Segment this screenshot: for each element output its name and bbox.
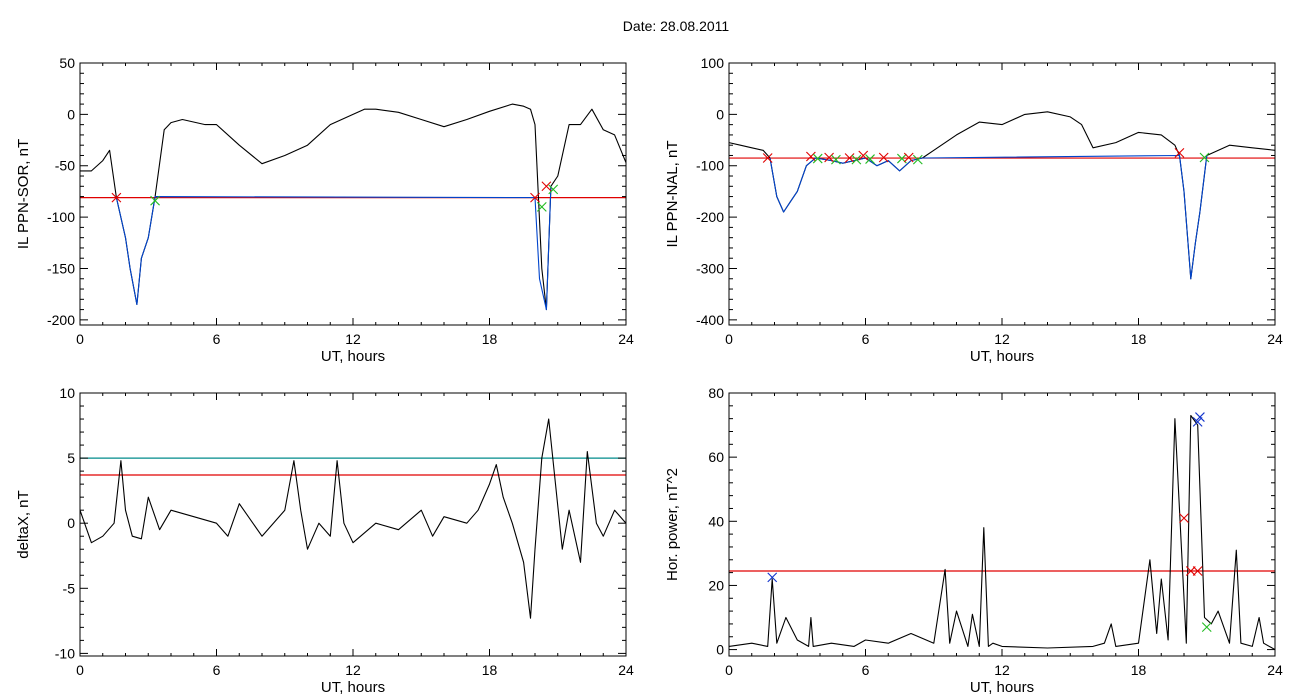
series-line-blue (769, 154, 1208, 280)
panel-power: 0 6 12 18 24 80 60 40 20 0 UT, hours Hor. power, nT… (664, 385, 1283, 696)
x-tick-label: 24 (618, 662, 634, 678)
y-tick-label: -50 (55, 158, 75, 174)
marker-blue (1195, 412, 1205, 422)
x-tick-label: 18 (482, 662, 498, 678)
x-tick-label: 6 (213, 662, 221, 678)
plot-frame (79, 392, 627, 657)
marker-red (903, 152, 914, 163)
y-tick-label: -100 (696, 158, 724, 174)
x-tick-label: 0 (76, 662, 84, 678)
x-tick-label: 24 (1267, 662, 1283, 678)
y-tick-label: 0 (67, 515, 75, 531)
x-tick-label: 0 (76, 331, 84, 347)
x-tick-label: 24 (1267, 331, 1283, 347)
series-line-black (728, 414, 1276, 651)
marker-blue (767, 572, 778, 583)
x-axis-label: UT, hours (970, 679, 1034, 696)
x-axis-label: UT, hours (321, 679, 385, 696)
y-tick-label: -200 (47, 312, 75, 328)
marker-red (1192, 566, 1203, 576)
marker-red (111, 192, 122, 203)
y-tick-label: 0 (716, 106, 724, 122)
y-axis-label: deltaX, nT (15, 490, 32, 558)
x-tick-label: 0 (725, 331, 733, 347)
marker-green (1201, 622, 1212, 633)
y-tick-label: -300 (696, 260, 724, 276)
marker-red (762, 153, 773, 163)
x-tick-label: 18 (1131, 331, 1147, 347)
marker-red (1185, 566, 1196, 576)
marker-green (150, 195, 160, 206)
series-line-black (80, 103, 627, 311)
marker-green (831, 154, 841, 165)
x-tick-label: 12 (345, 662, 361, 678)
x-tick-label: 18 (482, 331, 498, 347)
marker-green (536, 201, 547, 212)
y-tick-label: -5 (63, 580, 76, 596)
y-tick-label: 0 (716, 642, 724, 658)
y-tick-label: 20 (708, 577, 724, 593)
y-tick-label: -150 (47, 260, 75, 276)
x-tick-label: 6 (862, 331, 870, 347)
marker-red (806, 151, 816, 162)
marker-red (824, 152, 834, 163)
y-tick-label: -400 (696, 312, 724, 328)
y-tick-label: -200 (696, 209, 724, 225)
y-axis-label: IL PPN-SOR, nT (15, 139, 32, 249)
panel-sor: 0 6 12 18 24 50 0 -50 -100 -150 -200 UT, hours IL PP… (15, 55, 634, 365)
marker-blue (1192, 416, 1203, 427)
x-tick-label: 12 (994, 331, 1010, 347)
marker-red (858, 150, 869, 161)
series-line-black (728, 111, 1276, 280)
marker-green (912, 154, 923, 165)
x-tick-label: 18 (1131, 662, 1147, 678)
x-tick-label: 6 (862, 662, 870, 678)
x-axis-label: UT, hours (321, 348, 385, 365)
x-tick-label: 0 (725, 662, 733, 678)
marker-green (865, 154, 875, 164)
marker-red (1179, 513, 1189, 523)
y-tick-label: 100 (701, 55, 725, 71)
marker-green (1199, 152, 1210, 163)
panel-nal: 0 6 12 18 24 100 0 -100 -200 -300 -400 UT, hours IL … (664, 55, 1283, 365)
y-tick-label: 50 (59, 55, 75, 71)
series-line-black (79, 418, 627, 619)
y-tick-label: 5 (67, 450, 75, 466)
y-tick-label: 40 (708, 513, 724, 529)
x-axis-label: UT, hours (970, 348, 1034, 365)
marker-green (812, 153, 823, 164)
marker-red (878, 152, 889, 163)
y-tick-label: -10 (55, 645, 75, 661)
figure-title: Date: 28.08.2011 (622, 18, 730, 34)
series-line-blue (115, 186, 552, 311)
y-axis-label: Hor. power, nT^2 (664, 468, 681, 581)
plot-frame (728, 392, 1276, 657)
x-tick-label: 12 (994, 662, 1010, 678)
marker-green (851, 154, 862, 165)
marker-red (530, 192, 540, 203)
y-tick-label: -100 (47, 209, 75, 225)
marker-red (1174, 148, 1185, 158)
plot-frame (728, 62, 1276, 326)
y-tick-label: 80 (708, 385, 724, 401)
y-axis-label: IL PPN-NAL, nT (664, 141, 681, 248)
y-tick-label: 10 (59, 385, 75, 401)
marker-green (548, 184, 559, 195)
x-tick-label: 6 (213, 331, 221, 347)
panel-deltax: 0 6 12 18 24 10 5 0 -5 -10 UT, hours deltaX, nT (15, 385, 634, 696)
y-tick-label: 60 (708, 449, 724, 465)
x-tick-label: 12 (345, 331, 361, 347)
x-tick-label: 24 (618, 331, 634, 347)
marker-red (541, 181, 552, 192)
y-tick-label: 0 (67, 106, 75, 122)
